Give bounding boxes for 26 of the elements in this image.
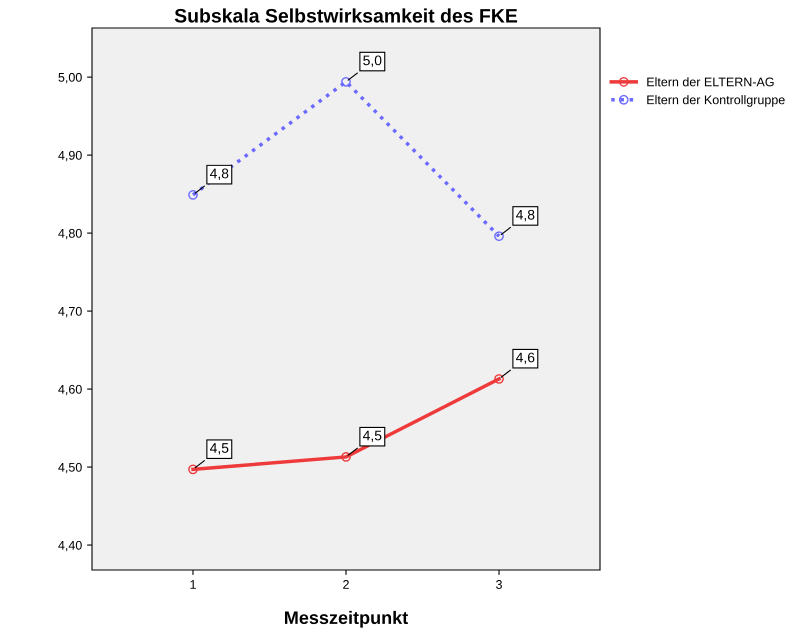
data-label: 4,5 xyxy=(362,430,382,442)
x-tick-label: 1 xyxy=(190,580,196,589)
y-tick-label: 4,70 xyxy=(58,306,82,318)
data-label: 4,5 xyxy=(210,443,228,455)
point xyxy=(494,231,504,242)
chart-title: Subskala Selbstwirksamkeit des FKE xyxy=(174,8,518,23)
y-tick-label: 4,40 xyxy=(58,540,82,552)
y-tick-label: 4,50 xyxy=(58,462,82,474)
point xyxy=(341,76,351,87)
point xyxy=(341,452,351,462)
y-tick-label: 5,00 xyxy=(58,72,82,84)
data-label: 4,8 xyxy=(210,168,228,180)
x-tick-label: 2 xyxy=(343,580,349,589)
y-tick-label: 4,90 xyxy=(58,150,82,162)
point xyxy=(188,464,198,474)
legend-label: Eltern der ELTERN-AG xyxy=(647,77,774,86)
y-tick-label: 4,60 xyxy=(58,384,82,396)
data-label: 4,6 xyxy=(516,352,534,364)
data-label: 5,0 xyxy=(363,55,382,67)
y-tick-label: 4,80 xyxy=(58,228,82,240)
point xyxy=(494,374,504,384)
data-label: 4,8 xyxy=(516,210,534,222)
legend-label: Eltern der Kontrollgruppe xyxy=(647,95,785,107)
x-axis-title: Messzeitpunkt xyxy=(285,610,408,628)
x-tick-label: 3 xyxy=(496,580,502,589)
point xyxy=(188,190,198,200)
